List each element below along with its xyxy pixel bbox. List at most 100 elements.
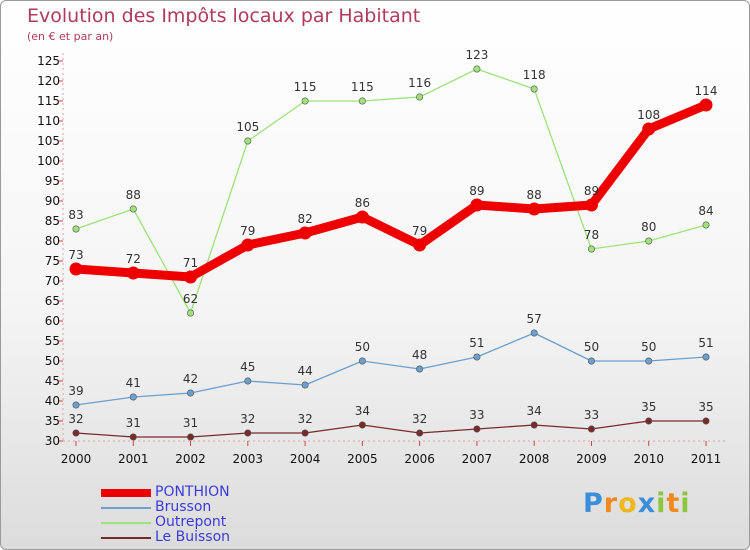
x-tick-label: 2002: [175, 452, 206, 466]
data-point-outrepont: [645, 237, 653, 245]
data-point-brusson: [301, 381, 309, 389]
data-label-brusson: 51: [469, 336, 484, 350]
legend-item: Brusson: [101, 499, 301, 515]
data-label-brusson: 50: [584, 340, 599, 354]
data-point-le-buisson: [587, 425, 595, 433]
legend-item: PONTHION: [101, 484, 301, 500]
y-tick-label: 45: [45, 374, 60, 388]
data-label-brusson: 42: [183, 372, 198, 386]
data-label-outrepont: 105: [236, 120, 259, 134]
data-label-outrepont: 123: [465, 48, 488, 62]
data-point-brusson: [72, 401, 80, 409]
data-point-brusson: [416, 365, 424, 373]
y-tick-label: 80: [45, 234, 60, 248]
data-label-brusson: 41: [126, 376, 141, 390]
data-point-le-buisson: [702, 417, 710, 425]
data-point-outrepont: [187, 309, 195, 317]
y-tick-label: 30: [45, 434, 60, 448]
legend: PONTHION Brusson Outrepont Le Buisson: [101, 484, 301, 545]
data-point-outrepont: [129, 205, 137, 213]
y-tick-label: 60: [45, 314, 60, 328]
x-tick-label: 2000: [61, 452, 92, 466]
data-label-outrepont: 115: [294, 80, 317, 94]
y-tick-label: 35: [45, 414, 60, 428]
series-line-ponthion: [71, 100, 711, 282]
data-point-ponthion: [413, 238, 427, 252]
data-point-outrepont: [473, 65, 481, 73]
data-point-outrepont: [416, 93, 424, 101]
data-label-le-buisson: 33: [584, 408, 599, 422]
y-tick-label: 55: [45, 334, 60, 348]
data-label-outrepont: 118: [523, 68, 546, 82]
chart-title: Evolution des Impôts locaux par Habitant: [27, 5, 421, 27]
data-label-outrepont: 115: [351, 80, 374, 94]
data-point-le-buisson: [530, 421, 538, 429]
legend-swatch: [101, 507, 151, 509]
logo-letter: t: [666, 488, 681, 519]
data-point-brusson: [187, 389, 195, 397]
y-tick-label: 100: [37, 154, 60, 168]
legend-label: Brusson: [155, 499, 212, 515]
data-label-outrepont: 88: [126, 188, 141, 202]
x-tick-label: 2005: [347, 452, 378, 466]
chart-subtitle: (en € et par an): [27, 30, 114, 43]
data-label-outrepont: 84: [698, 204, 713, 218]
x-tick-label: 2009: [576, 452, 607, 466]
y-tick-label: 125: [37, 54, 60, 68]
data-point-brusson: [244, 377, 252, 385]
data-label-le-buisson: 35: [641, 400, 656, 414]
data-point-brusson: [473, 353, 481, 361]
series-line-outrepont: [75, 68, 707, 314]
x-tick-label: 2010: [633, 452, 664, 466]
data-label-le-buisson: 32: [240, 412, 255, 426]
y-tick-label: 110: [37, 114, 60, 128]
x-tick-label: 2001: [118, 452, 149, 466]
data-label-le-buisson: 32: [412, 412, 427, 426]
logo-letter: i: [680, 488, 691, 519]
data-label-outrepont: 80: [641, 220, 656, 234]
data-label-ponthion: 82: [297, 212, 312, 226]
data-label-outrepont: 62: [183, 292, 198, 306]
data-label-outrepont: 116: [408, 76, 431, 90]
legend-label: Outrepont: [155, 514, 227, 530]
y-tick-label: 75: [45, 254, 60, 268]
y-tick-label: 90: [45, 194, 60, 208]
legend-item: Outrepont: [101, 514, 301, 530]
y-tick-label: 40: [45, 394, 60, 408]
data-label-brusson: 48: [412, 348, 427, 362]
data-point-outrepont: [244, 137, 252, 145]
logo-letter: P: [583, 488, 604, 519]
y-tick-label: 115: [37, 94, 60, 108]
data-point-ponthion: [69, 262, 83, 276]
data-point-le-buisson: [301, 429, 309, 437]
legend-swatch: [101, 537, 151, 539]
data-point-brusson: [645, 357, 653, 365]
data-label-ponthion: 71: [183, 256, 198, 270]
x-tick-label: 2008: [519, 452, 550, 466]
data-label-brusson: 44: [297, 364, 312, 378]
data-label-ponthion: 72: [126, 252, 141, 266]
y-tick-label: 85: [45, 214, 60, 228]
data-point-outrepont: [702, 221, 710, 229]
data-point-le-buisson: [244, 429, 252, 437]
logo-letter: r: [603, 488, 619, 519]
data-point-outrepont: [301, 97, 309, 105]
data-label-ponthion: 79: [240, 224, 255, 238]
data-label-brusson: 51: [698, 336, 713, 350]
data-point-ponthion: [298, 226, 312, 240]
data-label-ponthion: 89: [469, 184, 484, 198]
data-point-le-buisson: [187, 433, 195, 441]
data-point-outrepont: [587, 245, 595, 253]
logo-letter: i: [656, 488, 667, 519]
legend-swatch: [101, 522, 151, 524]
series-line-brusson: [75, 332, 707, 406]
legend-item: Le Buisson: [101, 529, 301, 545]
data-point-le-buisson: [358, 421, 366, 429]
data-point-ponthion: [470, 198, 484, 212]
data-label-ponthion: 86: [355, 196, 370, 210]
data-label-ponthion: 73: [68, 248, 83, 262]
data-label-brusson: 39: [68, 384, 83, 398]
data-label-le-buisson: 35: [698, 400, 713, 414]
logo-letter: x: [637, 488, 657, 519]
